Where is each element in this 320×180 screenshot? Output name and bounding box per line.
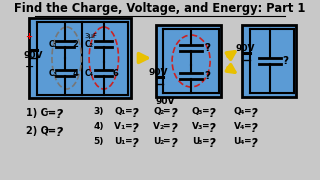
Text: 4): 4) <box>93 122 104 131</box>
Text: C₃: C₃ <box>48 69 57 78</box>
Text: ?: ? <box>209 122 216 135</box>
Text: 3: 3 <box>198 125 203 130</box>
Bar <box>28 18 131 98</box>
Text: Q: Q <box>192 107 200 116</box>
Text: =: = <box>202 137 210 146</box>
Text: 3: 3 <box>198 110 203 115</box>
Text: V: V <box>192 122 199 131</box>
Text: 4: 4 <box>240 110 244 115</box>
Text: ?: ? <box>132 107 138 120</box>
Text: 4: 4 <box>72 69 78 78</box>
Text: 3μF: 3μF <box>85 33 98 39</box>
Text: =: = <box>202 122 210 131</box>
Text: ?: ? <box>55 108 63 121</box>
Text: T: T <box>44 111 48 116</box>
Text: =: = <box>49 126 57 136</box>
Text: +: + <box>25 31 32 40</box>
Text: 90V: 90V <box>149 68 168 76</box>
Text: 6: 6 <box>112 69 118 78</box>
Text: C₄: C₄ <box>84 69 94 78</box>
Text: =: = <box>164 107 171 116</box>
Text: ?: ? <box>251 107 258 120</box>
Text: ?: ? <box>170 137 177 150</box>
Text: U: U <box>192 137 199 146</box>
Text: U: U <box>234 137 241 146</box>
Text: ?: ? <box>209 137 216 150</box>
Text: ?: ? <box>209 107 216 120</box>
Text: 2: 2 <box>159 140 164 145</box>
Text: ?: ? <box>132 122 138 135</box>
Text: ?: ? <box>170 107 177 120</box>
Text: Q: Q <box>153 107 161 116</box>
Text: 1: 1 <box>120 110 124 115</box>
Text: U: U <box>114 137 122 146</box>
Text: =: = <box>164 122 171 131</box>
Bar <box>156 25 220 97</box>
Text: =: = <box>49 108 57 118</box>
Text: =: = <box>244 107 252 116</box>
Text: 3: 3 <box>198 140 203 145</box>
Text: ?: ? <box>204 71 211 81</box>
Text: 1: 1 <box>120 125 124 130</box>
Text: 2: 2 <box>159 110 164 115</box>
Text: 90V: 90V <box>235 44 255 53</box>
Text: 1) C: 1) C <box>26 108 48 118</box>
Text: =: = <box>164 137 171 146</box>
Text: ?: ? <box>251 137 258 150</box>
Text: 3): 3) <box>93 107 104 116</box>
Text: ?: ? <box>251 122 258 135</box>
Text: 90V: 90V <box>156 97 175 106</box>
Text: V: V <box>153 122 160 131</box>
Text: 2: 2 <box>72 39 78 48</box>
Text: 2) Q: 2) Q <box>26 126 49 136</box>
Text: ?: ? <box>204 43 211 53</box>
Text: T: T <box>44 129 48 134</box>
Text: =: = <box>244 137 252 146</box>
Text: 4: 4 <box>240 125 244 130</box>
Text: ?: ? <box>132 137 138 150</box>
Text: 90V: 90V <box>23 51 43 60</box>
Text: 5): 5) <box>93 137 104 146</box>
Text: 4: 4 <box>240 140 244 145</box>
Text: =: = <box>124 137 132 146</box>
Text: C₂: C₂ <box>84 39 94 48</box>
Text: =: = <box>244 122 252 131</box>
Text: ?: ? <box>55 126 63 139</box>
Text: =: = <box>124 122 132 131</box>
Bar <box>242 25 296 97</box>
Text: C₁: C₁ <box>48 39 57 48</box>
Text: =: = <box>202 107 210 116</box>
Text: 1: 1 <box>120 140 124 145</box>
Text: Q: Q <box>114 107 122 116</box>
Text: ?: ? <box>282 56 288 66</box>
Text: V: V <box>114 122 121 131</box>
Text: 2: 2 <box>159 125 164 130</box>
Text: Find the Charge, Voltage, and Energy: Part 1: Find the Charge, Voltage, and Energy: Pa… <box>14 2 306 15</box>
Text: U: U <box>153 137 160 146</box>
Text: ?: ? <box>170 122 177 135</box>
Text: V: V <box>234 122 240 131</box>
Text: =: = <box>124 107 132 116</box>
Text: −: − <box>25 62 35 72</box>
Text: Q: Q <box>234 107 241 116</box>
